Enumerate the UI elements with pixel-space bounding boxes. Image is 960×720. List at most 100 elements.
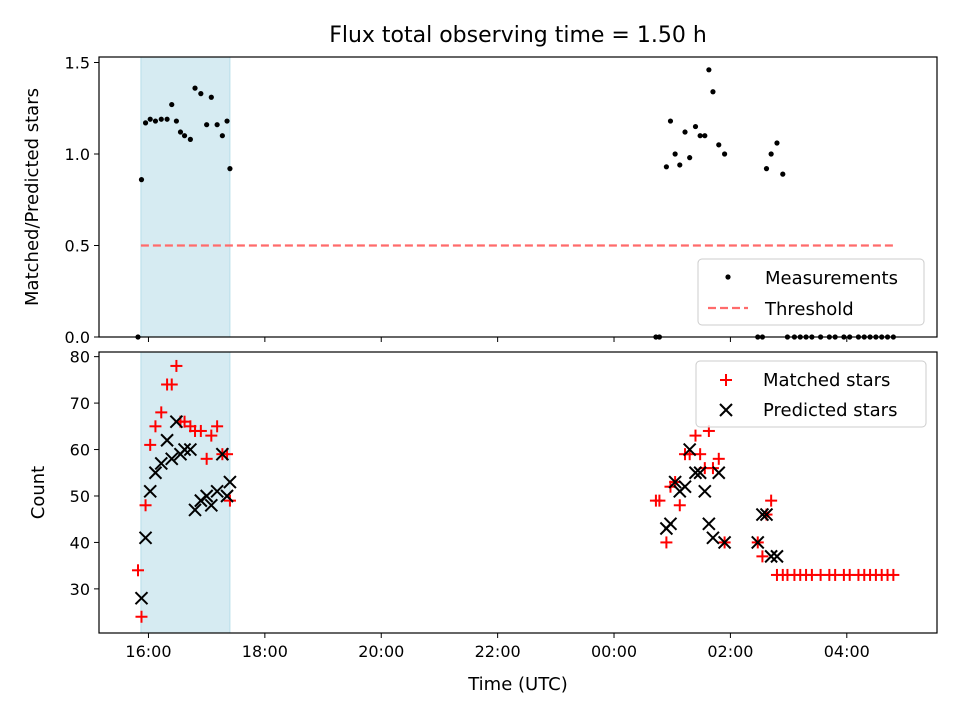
measurement-point (780, 171, 786, 177)
matched-stars-point (689, 429, 702, 442)
x-tick-label: 00:00 (591, 642, 637, 661)
y-tick-label: 40 (70, 533, 90, 552)
matched-stars-point (765, 494, 778, 507)
matched-stars-point (170, 359, 183, 372)
matched-stars-point (131, 564, 144, 577)
measurement-point (152, 118, 159, 124)
measurement-point (768, 151, 774, 157)
predicted-stars-point (220, 489, 234, 503)
measurement-point (198, 91, 204, 97)
x-axis-label: Time (UTC) (467, 674, 568, 695)
y-tick-label: 30 (70, 580, 90, 599)
predicted-stars-point (223, 475, 237, 489)
predicted-stars-point (751, 535, 765, 550)
measurement-point (187, 136, 193, 142)
predicted-stars-point (204, 498, 219, 512)
measurement-point (702, 133, 708, 139)
bottom-legend-box (695, 360, 927, 428)
measurements-legend-label: Measurements (765, 268, 898, 289)
measurement-point (224, 118, 230, 124)
predicted-stars-point (169, 414, 184, 429)
measurement-point (164, 116, 170, 122)
predicted-stars-legend-label: Predicted stars (763, 400, 897, 421)
predicted-stars-point (210, 484, 224, 499)
predicted-stars-point (698, 484, 712, 499)
predicted-stars-point (165, 452, 179, 466)
predicted-stars-point (702, 517, 716, 531)
predicted-stars-point (134, 591, 149, 605)
y-tick-label: 50 (70, 487, 90, 506)
y-tick-label: 1.0 (65, 145, 90, 164)
measurement-point (706, 67, 712, 73)
top-legend-box (697, 258, 925, 326)
predicted-stars-point (755, 507, 770, 522)
measurement-point (173, 118, 179, 124)
measurement-point (147, 116, 153, 122)
matched-stars-point (149, 420, 162, 433)
predicted-stars-point (188, 503, 202, 517)
y-tick-label: 70 (70, 394, 90, 413)
measurement-point (682, 129, 688, 135)
top-shaded-span (140, 56, 231, 338)
matched-stars-point (205, 429, 218, 442)
predicted-stars-point (138, 531, 153, 545)
x-tick-label: 16:00 (125, 642, 171, 661)
measurement-point (192, 85, 198, 91)
measurement-point (721, 151, 728, 157)
matched-stars-point (200, 452, 213, 465)
measurement-point (158, 116, 164, 122)
matched-stars-point (887, 568, 900, 581)
measurement-point (181, 133, 188, 139)
x-tick-label: 02:00 (707, 642, 753, 661)
predicted-stars-point (215, 447, 230, 461)
y-tick-label: 1.5 (65, 53, 90, 72)
measurement-point (138, 177, 145, 183)
predicted-stars-point (160, 433, 174, 447)
x-tick-label: 20:00 (358, 642, 404, 661)
predicted-stars-legend-marker (719, 403, 733, 417)
measurement-point (774, 140, 780, 146)
matched-stars-legend-label: Matched stars (763, 370, 890, 391)
matched-stars-point (139, 499, 152, 512)
predicted-stars-point (199, 489, 214, 503)
x-tick-label: 22:00 (475, 642, 521, 661)
count-points (131, 359, 900, 623)
predicted-stars-point (663, 517, 678, 531)
x-tick-label: 04:00 (824, 642, 870, 661)
predicted-stars-point (764, 549, 778, 564)
y-tick-label: 0.0 (65, 328, 90, 347)
measurements-legend-marker (725, 274, 731, 280)
bottom-y-ticks: 30 40 50 60 70 80 (70, 348, 99, 599)
measurement-point (227, 166, 233, 172)
shaded-time-span (140, 56, 231, 338)
bottom-y-axis-label: Count (28, 466, 49, 519)
measurement-point (672, 151, 678, 157)
y-tick-label: 0.5 (65, 236, 90, 255)
matched-stars-point (673, 499, 686, 512)
matched-stars-point (653, 494, 666, 507)
predicted-stars-point (668, 475, 682, 489)
measurement-point (663, 164, 669, 170)
matched-stars-point (211, 420, 224, 433)
predicted-stars-point (678, 479, 692, 494)
measurement-point (142, 120, 149, 126)
bottom-panel: 30 40 50 60 70 80 16:00 18:00 20:00 22:00 00:00 02… (28, 348, 938, 695)
matched-stars-point (165, 378, 178, 391)
matched-stars-point (660, 536, 673, 549)
bottom-plot-frame (98, 351, 938, 634)
matched-stars-point (155, 406, 168, 419)
measurement-point (169, 101, 175, 108)
matched-stars-point (223, 494, 236, 507)
y-tick-label: 80 (70, 348, 90, 367)
measurement-point (763, 166, 770, 172)
measurement-point (219, 133, 225, 139)
matched-stars-point (756, 550, 769, 563)
measurement-point (687, 155, 693, 161)
top-legend: Measurements Threshold (697, 258, 925, 326)
top-x-tick-marks (147, 337, 848, 342)
measurement-point (667, 118, 674, 124)
predicted-stars-point (154, 456, 168, 471)
predicted-stars-point (682, 442, 697, 457)
predicted-stars-point (712, 466, 726, 480)
